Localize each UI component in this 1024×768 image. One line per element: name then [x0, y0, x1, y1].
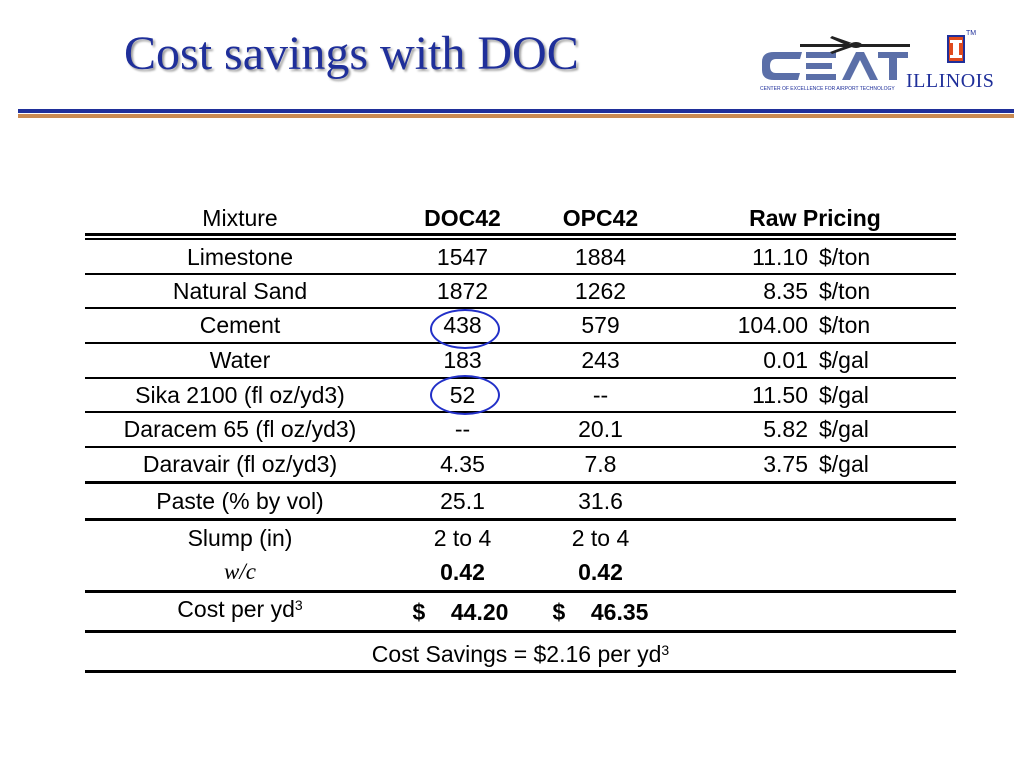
opc-value: 1262 — [574, 278, 627, 304]
illinois-wordmark: ILLINOIS — [906, 70, 995, 92]
table-bottom-rule — [85, 670, 956, 673]
trademark-mark: TM — [966, 30, 977, 37]
cost-savings-superscript: 3 — [661, 642, 670, 658]
slide-title: Cost savings with DOC — [124, 27, 579, 80]
price-unit: $/gal — [819, 382, 869, 408]
section-divider — [85, 590, 956, 593]
row-divider — [85, 411, 956, 413]
header-mixture: Mixture — [202, 205, 278, 231]
mixture-cell: Natural Sand — [172, 278, 308, 304]
opc-value: 579 — [581, 312, 620, 338]
opc-value: -- — [592, 382, 609, 408]
doc-value: 183 — [443, 347, 482, 373]
section-divider — [85, 518, 956, 521]
cost-opc-value: $ 46.35 — [552, 599, 649, 625]
paste-opc-value: 31.6 — [578, 488, 623, 514]
paste-doc-value: 25.1 — [440, 488, 485, 514]
mixture-cell: Water — [209, 347, 271, 373]
price-value: 11.10 — [752, 244, 808, 270]
price-unit: $/ton — [819, 244, 871, 270]
cost-savings: Cost Savings = $2.16 per yd3 — [85, 640, 956, 668]
slump-label: Slump (in) — [187, 525, 293, 551]
ceat-illinois-logo — [762, 35, 965, 80]
section-divider — [85, 630, 956, 633]
cost-label-text: Cost per yd — [177, 596, 295, 622]
header-rule-top — [85, 233, 956, 236]
cost-doc-value: $ 44.20 — [412, 599, 509, 625]
price-value: 3.75 — [763, 451, 808, 477]
mixture-cell: Cement — [199, 312, 281, 338]
wc-label: w/c — [224, 559, 256, 584]
section-divider — [85, 481, 956, 484]
row-divider — [85, 342, 956, 344]
mixture-cell: Limestone — [186, 244, 294, 270]
header-opc42: OPC42 — [562, 205, 639, 231]
slump-opc-value: 2 to 4 — [571, 525, 630, 551]
ceat-subtitle: CENTER OF EXCELLENCE FOR AIRPORT TECHNOL… — [760, 86, 895, 92]
cost-label-superscript: 3 — [294, 597, 303, 613]
cost-label: Cost per yd3 — [90, 595, 390, 623]
wc-doc-value: 0.42 — [440, 559, 485, 585]
doc-value: -- — [454, 416, 471, 442]
price-unit: $/gal — [819, 416, 869, 442]
header-rule-bottom — [85, 238, 956, 240]
doc-value: 1872 — [436, 278, 489, 304]
emphasis-circle-sika — [430, 375, 500, 415]
price-value: 8.35 — [763, 278, 808, 304]
row-divider — [85, 307, 956, 309]
doc-value: 4.35 — [440, 451, 485, 477]
mixture-cell: Daravair (fl oz/yd3) — [142, 451, 338, 477]
price-unit: $/ton — [819, 278, 871, 304]
mixture-cell: Sika 2100 (fl oz/yd3) — [135, 382, 345, 408]
price-value: 5.82 — [763, 416, 808, 442]
price-value: 104.00 — [737, 312, 808, 338]
slump-doc-value: 2 to 4 — [433, 525, 492, 551]
row-divider — [85, 273, 956, 275]
price-unit: $/gal — [819, 347, 869, 373]
header-raw-pricing: Raw Pricing — [749, 205, 881, 231]
emphasis-circle-cement — [430, 309, 500, 349]
opc-value: 20.1 — [578, 416, 623, 442]
header-rule-blue — [18, 109, 1014, 113]
price-unit: $/gal — [819, 451, 869, 477]
header-doc42: DOC42 — [424, 205, 501, 231]
cost-savings-text: Cost Savings = $2.16 per yd — [371, 641, 662, 667]
price-value: 0.01 — [763, 347, 808, 373]
mixture-cell: Daracem 65 (fl oz/yd3) — [123, 416, 357, 442]
wc-opc-value: 0.42 — [578, 559, 623, 585]
row-divider — [85, 377, 956, 379]
paste-label: Paste (% by vol) — [156, 488, 324, 514]
header-rule-tan — [18, 114, 1014, 118]
opc-value: 7.8 — [584, 451, 617, 477]
price-value: 11.50 — [752, 382, 808, 408]
row-divider — [85, 446, 956, 448]
doc-value: 1547 — [436, 244, 489, 270]
opc-value: 243 — [581, 347, 620, 373]
price-unit: $/ton — [819, 312, 871, 338]
opc-value: 1884 — [574, 244, 627, 270]
